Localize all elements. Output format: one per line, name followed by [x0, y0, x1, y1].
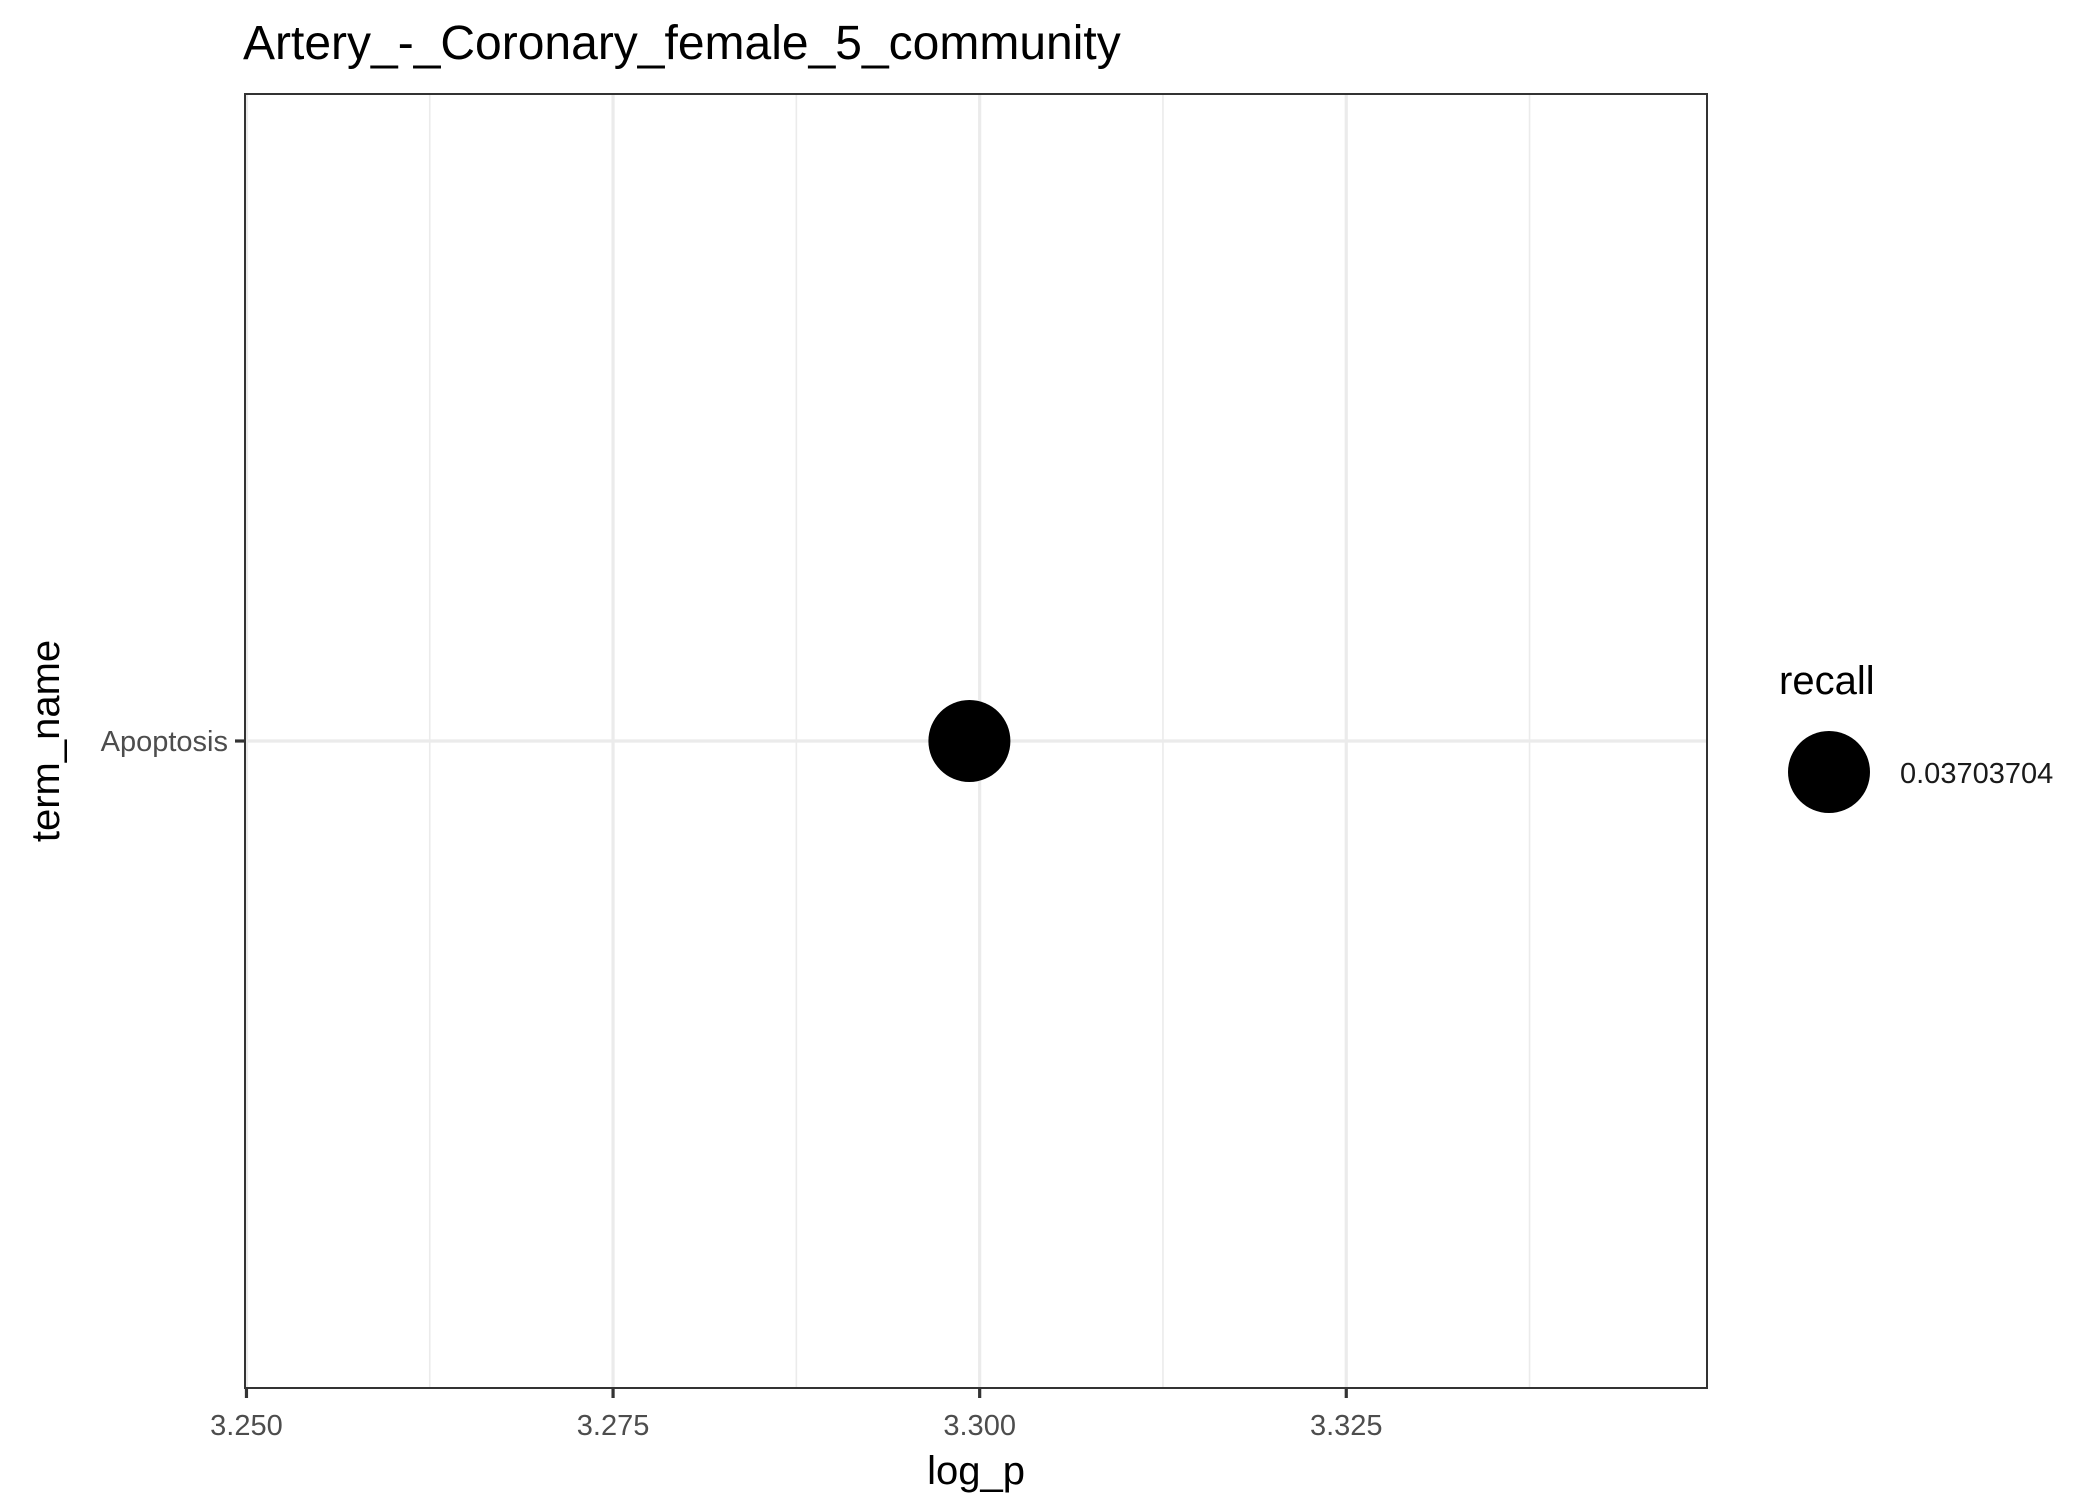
legend-key-point: [1788, 731, 1870, 813]
x-tick-label-0: 3.250: [210, 1410, 283, 1442]
chart-title: Artery_-_Coronary_female_5_community: [243, 17, 1121, 70]
x-tick-label-2: 3.300: [943, 1410, 1016, 1442]
data-points: [928, 700, 1011, 782]
y-axis-title: term_name: [24, 640, 68, 842]
data-point-0: [928, 700, 1011, 782]
legend-title: recall: [1779, 659, 1875, 703]
legend: recall 0.03703704: [1779, 659, 2053, 813]
y-tick-label-0: Apoptosis: [101, 726, 228, 758]
x-tick-label-3: 3.325: [1310, 1410, 1383, 1442]
x-axis-title: log_p: [927, 1449, 1025, 1493]
legend-label: 0.03703704: [1900, 758, 2053, 790]
x-tick-label-1: 3.275: [577, 1410, 650, 1442]
axis-ticks: 3.250 3.275 3.300 3.325 Apoptosis: [101, 726, 1383, 1442]
